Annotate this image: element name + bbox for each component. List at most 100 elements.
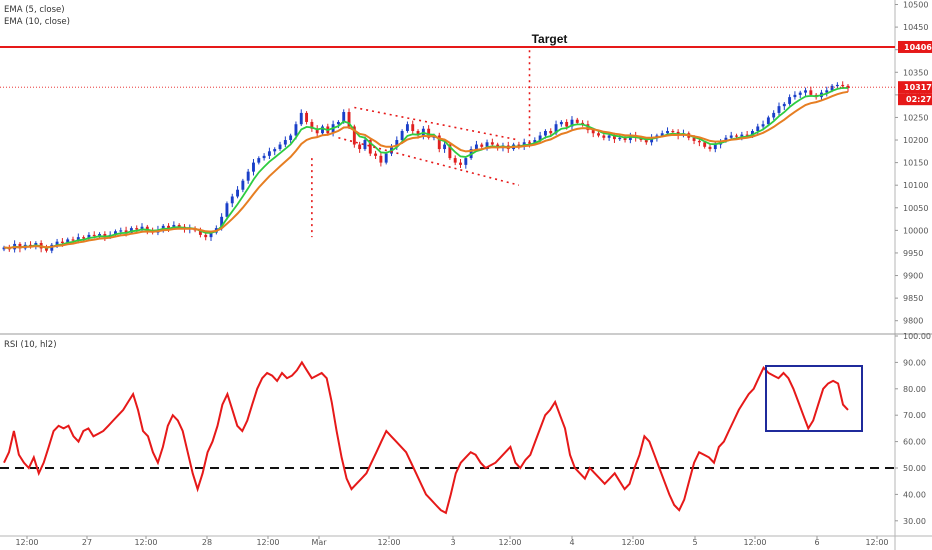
channel-lower-line bbox=[338, 136, 520, 186]
candle bbox=[379, 152, 383, 167]
candle-body bbox=[464, 158, 468, 165]
time-tick-label: 12:00 bbox=[621, 538, 644, 547]
time-tick-label: 5 bbox=[692, 538, 697, 547]
candle-body bbox=[305, 112, 309, 122]
candle bbox=[262, 153, 266, 161]
rsi-tick-label: 40.00 bbox=[903, 490, 926, 499]
countdown-badge-text: 02:27 bbox=[906, 95, 931, 104]
candle bbox=[825, 86, 829, 97]
candle bbox=[347, 108, 351, 129]
candle-body bbox=[66, 239, 70, 244]
candle-body bbox=[411, 124, 415, 131]
candle-body bbox=[618, 137, 622, 140]
candle bbox=[236, 186, 240, 199]
candle bbox=[777, 102, 781, 117]
candle-body bbox=[841, 84, 845, 87]
candle bbox=[374, 150, 378, 159]
candle-body bbox=[45, 248, 48, 251]
candle-body bbox=[177, 224, 181, 227]
rsi-tick-label: 90.00 bbox=[903, 358, 926, 367]
price-tick-label: 10500 bbox=[903, 1, 928, 10]
candle-body bbox=[761, 124, 765, 127]
candle bbox=[305, 111, 309, 125]
candle-body bbox=[252, 162, 255, 172]
candle-body bbox=[267, 151, 271, 156]
price-tick-label: 10000 bbox=[903, 226, 928, 235]
candle bbox=[459, 158, 462, 169]
candle bbox=[273, 147, 277, 156]
candle bbox=[315, 125, 319, 138]
candle-body bbox=[660, 133, 664, 136]
price-tick-label: 9950 bbox=[903, 249, 923, 258]
candle-body bbox=[448, 144, 452, 159]
time-tick-label: 12:00 bbox=[743, 538, 766, 547]
candle bbox=[798, 90, 802, 99]
price-tick-label: 10250 bbox=[903, 113, 928, 122]
price-tick-label: 10050 bbox=[903, 204, 928, 213]
current-price-badge-text: 10317 bbox=[904, 83, 932, 92]
candle bbox=[368, 138, 372, 157]
candle bbox=[278, 141, 282, 151]
candle-body bbox=[76, 237, 80, 241]
candle-body bbox=[745, 134, 749, 136]
candle-body bbox=[793, 94, 797, 98]
candle-body bbox=[751, 130, 754, 136]
rsi-tick-label: 50.00 bbox=[903, 464, 926, 473]
candle-body bbox=[543, 130, 547, 136]
candle bbox=[464, 156, 468, 169]
candle-body bbox=[485, 142, 489, 147]
candle-body bbox=[480, 144, 484, 147]
time-tick-label: 4 bbox=[569, 538, 574, 547]
candle-body bbox=[708, 146, 712, 150]
time-tick-label: 27 bbox=[82, 538, 92, 547]
rsi-tick-label: 80.00 bbox=[903, 385, 926, 394]
candle-body bbox=[644, 140, 648, 143]
candle-body bbox=[427, 128, 431, 138]
candle-body bbox=[236, 189, 240, 197]
time-tick-label: 12:00 bbox=[377, 538, 400, 547]
price-tick-label: 10150 bbox=[903, 159, 928, 168]
candle bbox=[411, 120, 415, 134]
channel-upper-line bbox=[354, 106, 520, 141]
candle-body bbox=[294, 124, 298, 136]
countdown-badge bbox=[898, 93, 932, 106]
candle-body bbox=[384, 153, 388, 163]
ema10-line bbox=[3, 90, 849, 249]
candle-body bbox=[145, 226, 149, 231]
time-tick-label: 12:00 bbox=[256, 538, 279, 547]
rsi-tick-label: 60.00 bbox=[903, 438, 926, 447]
candle-body bbox=[735, 135, 738, 137]
candle-body bbox=[374, 153, 378, 156]
price-tick-label: 9850 bbox=[903, 294, 923, 303]
candle-body bbox=[538, 135, 542, 141]
candle bbox=[570, 116, 574, 131]
ema5-legend: EMA (5, close) bbox=[4, 5, 65, 15]
candle-body bbox=[437, 135, 441, 150]
candle-body bbox=[289, 135, 293, 141]
candle-body bbox=[55, 241, 59, 245]
candle-body bbox=[623, 137, 627, 141]
candle-body bbox=[321, 126, 324, 134]
candle bbox=[443, 140, 447, 153]
candle-body bbox=[809, 90, 813, 95]
candle bbox=[793, 91, 797, 100]
candle-body bbox=[198, 230, 202, 235]
candle bbox=[252, 158, 255, 176]
candle-body bbox=[98, 233, 101, 236]
candle bbox=[225, 201, 229, 220]
candle-body bbox=[528, 142, 531, 144]
candle-body bbox=[82, 237, 86, 239]
candle-body bbox=[570, 119, 574, 127]
candle bbox=[453, 155, 457, 166]
candle bbox=[782, 102, 786, 110]
candle-body bbox=[846, 85, 850, 89]
candle-body bbox=[347, 112, 351, 127]
candle-body bbox=[602, 135, 606, 138]
candle bbox=[230, 193, 234, 208]
time-tick-label: Mar bbox=[311, 538, 327, 547]
rsi-legend: RSI (10, hl2) bbox=[4, 340, 57, 350]
candle-body bbox=[666, 130, 669, 134]
candle-body bbox=[342, 112, 346, 122]
time-tick-label: 28 bbox=[202, 538, 212, 547]
candle bbox=[437, 132, 441, 153]
